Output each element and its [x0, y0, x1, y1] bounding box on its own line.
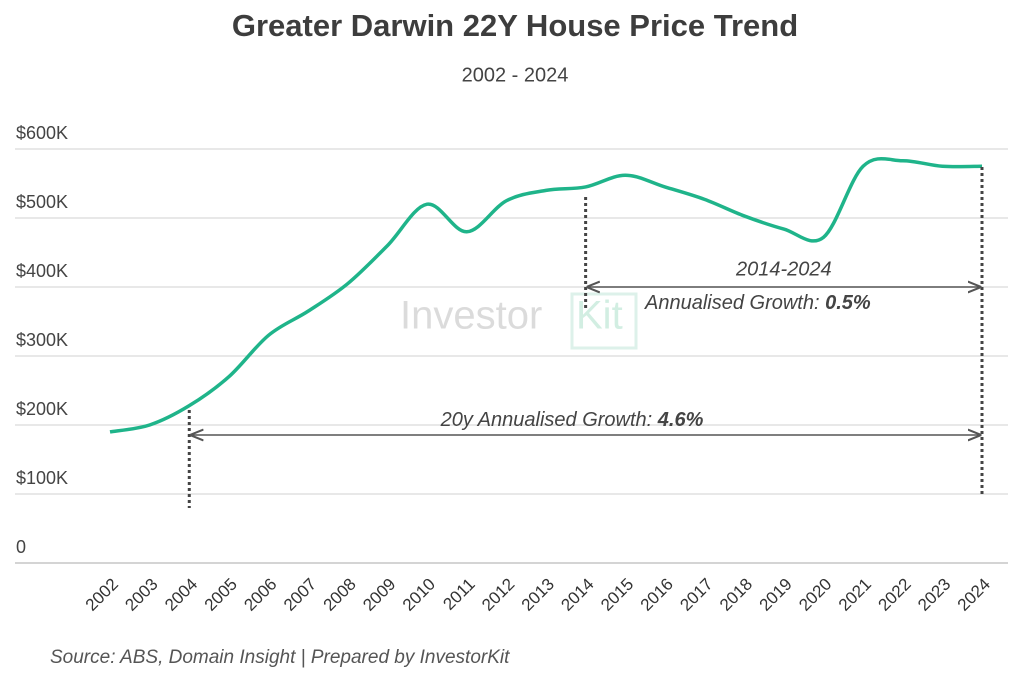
x-tick-label: 2004 [161, 575, 201, 615]
x-tick-label: 2005 [201, 575, 241, 615]
x-tick-label: 2014 [557, 575, 597, 615]
x-tick-label: 2006 [240, 575, 280, 615]
x-tick-label: 2018 [716, 575, 756, 615]
x-tick-label: 2024 [954, 575, 994, 615]
x-tick-label: 2010 [399, 575, 439, 615]
x-tick-label: 2007 [280, 575, 320, 615]
watermark-box [570, 292, 638, 350]
chart-subtitle: 2002 - 2024 [462, 64, 569, 86]
y-tick-label: $200K [16, 399, 68, 419]
x-tick-label: 2020 [795, 575, 835, 615]
annotation-value: 0.5% [825, 292, 871, 314]
y-tick-label: $400K [16, 261, 68, 281]
y-tick-label: $600K [16, 123, 68, 143]
x-tick-label: 2019 [756, 575, 796, 615]
annotation-label: 20y Annualised Growth: [440, 409, 658, 431]
source-note: Source: ABS, Domain Insight | Prepared b… [50, 647, 510, 668]
watermark: Investor Kit [400, 292, 638, 350]
chart-title: Greater Darwin 22Y House Price Trend [232, 8, 798, 43]
x-tick-label: 2003 [121, 575, 161, 615]
annotation-label: Annualised Growth: [644, 292, 825, 314]
annotation-text: 20y Annualised Growth: 4.6% [440, 409, 704, 431]
x-tick-label: 2009 [359, 575, 399, 615]
annotation-value: 4.6% [657, 409, 704, 431]
x-tick-label: 2016 [637, 575, 677, 615]
x-tick-label: 2021 [835, 575, 875, 615]
x-tick-label: 2002 [82, 575, 122, 615]
x-tick-label: 2008 [320, 575, 360, 615]
x-tick-label: 2017 [676, 575, 716, 615]
annotation-title: 2014-2024 [735, 258, 832, 280]
watermark-text: Investor [400, 294, 542, 338]
y-tick-label: $100K [16, 468, 68, 488]
y-tick-label: 0 [16, 537, 26, 557]
x-tick-label: 2012 [478, 575, 518, 615]
y-tick-label: $500K [16, 192, 68, 212]
y-tick-label: $300K [16, 330, 68, 350]
x-tick-label: 2013 [518, 575, 558, 615]
watermark-text: Kit [576, 294, 623, 338]
x-tick-label: 2015 [597, 575, 637, 615]
x-tick-label: 2011 [439, 575, 478, 614]
x-tick-label: 2022 [875, 575, 915, 615]
annotation-text: Annualised Growth: 0.5% [644, 292, 871, 314]
price-line [109, 156, 983, 434]
x-tick-label: 2023 [914, 575, 954, 615]
